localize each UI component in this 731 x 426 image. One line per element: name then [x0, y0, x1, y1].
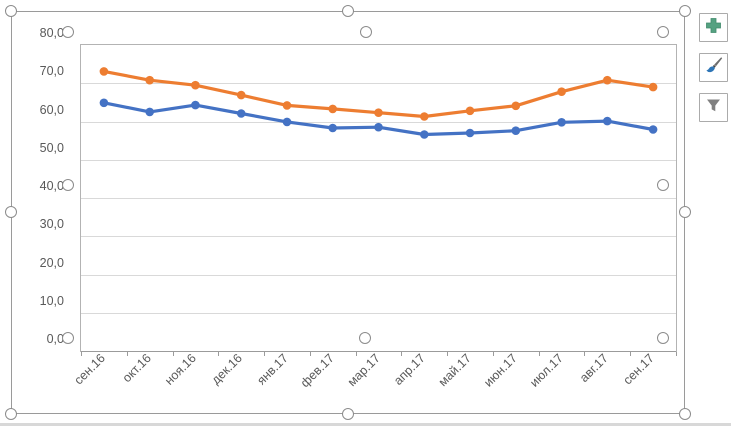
orange-series-marker — [420, 112, 429, 121]
orange-series-marker — [557, 87, 566, 96]
x-axis-tick — [676, 352, 677, 356]
resize-handle-chart-top-right[interactable] — [679, 5, 691, 17]
x-axis-tick — [218, 352, 220, 356]
blue-series-marker — [328, 123, 337, 133]
resize-handle-chart-right-middle[interactable] — [679, 206, 691, 218]
resize-handle-plot-right-middle[interactable] — [657, 179, 669, 191]
paintbrush-icon — [705, 56, 723, 79]
resize-handle-chart-bottom-middle[interactable] — [342, 408, 354, 420]
gridline — [81, 274, 676, 276]
gridline — [81, 236, 676, 238]
x-axis-tick — [584, 352, 586, 356]
chart-styles-button[interactable] — [699, 53, 728, 82]
x-axis-tick — [538, 352, 540, 356]
orange-series-marker — [648, 82, 658, 92]
x-axis-label: июл.17 — [526, 351, 566, 390]
x-axis-tick — [447, 352, 449, 356]
gridline — [81, 312, 676, 314]
x-axis-tick — [492, 352, 494, 356]
x-axis-line — [81, 351, 676, 352]
x-axis-tick — [630, 352, 632, 356]
blue-series-marker — [648, 125, 658, 134]
x-axis-tick — [126, 352, 128, 356]
orange-series-marker — [328, 104, 337, 114]
resize-handle-plot-bottom-middle[interactable] — [359, 332, 371, 344]
y-axis-label: 20,0 — [39, 255, 64, 270]
x-axis-label: дек.16 — [208, 351, 246, 388]
blue-series-marker — [557, 118, 566, 127]
blue-series-marker — [603, 116, 612, 126]
resize-handle-chart-left-middle[interactable] — [5, 206, 17, 218]
orange-series-marker — [511, 101, 521, 111]
orange-series-marker — [236, 90, 246, 100]
resize-handle-plot-bottom-left[interactable] — [62, 332, 74, 344]
funnel-icon — [705, 97, 722, 119]
resize-handle-chart-bottom-right[interactable] — [679, 408, 691, 420]
x-axis-label: сен.16 — [71, 351, 108, 388]
worksheet-edge-line — [0, 423, 731, 426]
blue-series-marker — [465, 128, 475, 138]
x-axis-tick — [172, 352, 174, 356]
x-axis-tick — [264, 352, 266, 356]
y-axis-label: 10,0 — [39, 293, 64, 308]
orange-series-marker — [465, 106, 475, 116]
x-axis-tick — [355, 352, 357, 356]
y-axis-label: 70,0 — [39, 64, 64, 79]
resize-handle-plot-bottom-right[interactable] — [657, 332, 669, 344]
resize-handle-chart-bottom-left[interactable] — [5, 408, 17, 420]
resize-handle-plot-top-left[interactable] — [62, 26, 74, 38]
orange-series-marker — [191, 80, 200, 90]
gridline — [81, 159, 676, 161]
orange-series-marker — [99, 67, 109, 76]
x-axis-label: апр.17 — [391, 351, 429, 388]
x-axis-tick — [401, 352, 403, 356]
y-axis-label: 60,0 — [39, 102, 64, 117]
orange-series-marker — [603, 75, 612, 85]
chart-canvas[interactable] — [81, 45, 676, 351]
gridline — [81, 121, 676, 123]
y-axis-label: 40,0 — [39, 179, 64, 193]
x-axis-label: мар.17 — [344, 351, 383, 390]
resize-handle-chart-top-middle[interactable] — [342, 5, 354, 17]
y-axis-label: 30,0 — [39, 217, 64, 232]
blue-series-marker — [145, 107, 154, 117]
resize-handle-plot-top-middle[interactable] — [360, 26, 372, 38]
blue-series-marker — [374, 122, 383, 132]
x-axis-tick — [81, 352, 82, 356]
blue-series-marker — [420, 130, 429, 139]
orange-series-marker — [145, 75, 154, 85]
x-axis-label: сен.17 — [620, 351, 658, 388]
x-axis-label: май.17 — [435, 351, 474, 390]
gridline — [81, 83, 676, 85]
plot-area[interactable] — [80, 44, 677, 356]
blue-series-marker — [511, 126, 521, 135]
chart-elements-button[interactable] — [699, 13, 728, 42]
x-axis-label: июн.17 — [481, 351, 520, 390]
resize-handle-plot-left-middle[interactable] — [62, 179, 74, 191]
x-axis-label: авг.17 — [577, 351, 612, 385]
plus-icon — [705, 17, 722, 39]
resize-handle-chart-top-left[interactable] — [5, 5, 17, 17]
orange-series-marker — [374, 108, 383, 117]
x-axis-label: янв.17 — [254, 351, 291, 388]
y-axis-label: 50,0 — [39, 140, 64, 155]
resize-handle-plot-top-right[interactable] — [657, 26, 669, 38]
x-axis-label: окт.16 — [119, 351, 154, 386]
blue-series-marker — [236, 109, 246, 118]
x-axis-tick — [309, 352, 311, 356]
y-axis-label: 80,0 — [39, 26, 64, 40]
gridline — [81, 198, 676, 199]
orange-series-marker — [282, 101, 292, 110]
y-axis-label: 0,0 — [46, 332, 64, 346]
chart-area[interactable]: 0,0 10,0 20,0 30,0 40,0 50,0 60,0 70,0 80,0 сен.… — [11, 11, 685, 414]
blue-series-marker — [99, 98, 109, 108]
blue-series-marker — [282, 117, 292, 127]
x-axis-label: ноя.16 — [162, 351, 200, 388]
blue-series-marker — [191, 100, 200, 110]
x-axis-label: фев.17 — [297, 351, 337, 391]
chart-filters-button[interactable] — [699, 93, 728, 122]
